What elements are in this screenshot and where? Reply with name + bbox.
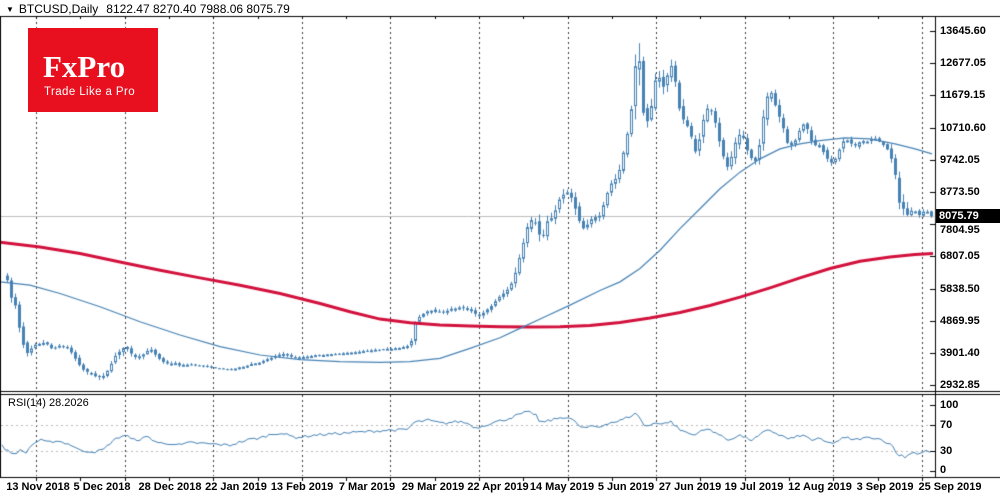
date-label: 5 Dec 2018 — [73, 481, 131, 493]
logo-tagline: Trade Like a Pro — [44, 86, 135, 98]
date-label: 28 Dec 2018 — [138, 481, 202, 493]
price-tick-label: 6807.05 — [940, 250, 980, 262]
rsi-scale-label: 30 — [940, 445, 953, 457]
rsi-scale-label: 100 — [940, 399, 959, 411]
logo-wordmark: FxPro — [43, 49, 126, 84]
date-label: 27 Jun 2019 — [658, 481, 722, 493]
date-label: 14 May 2019 — [529, 481, 595, 493]
price-tick-label: 9742.05 — [940, 154, 980, 166]
date-label: 7 Mar 2019 — [338, 481, 396, 493]
price-tick-label: 13645.60 — [940, 25, 986, 37]
symbol-period-label: BTCUSD,Daily — [18, 2, 99, 16]
fxpro-logo: FxPro Trade Like a Pro — [28, 28, 158, 112]
current-price-tag: 8075.79 — [936, 209, 1000, 223]
price-tick-label: 8773.50 — [940, 186, 980, 198]
date-label: 12 Aug 2019 — [788, 481, 852, 493]
ohlc-readout: 8122.47 8270.40 7988.06 8075.79 — [106, 2, 290, 16]
date-label: 22 Jan 2019 — [205, 481, 267, 493]
rsi-scale-label: 70 — [940, 419, 953, 431]
price-tick-label: 3901.40 — [940, 347, 980, 359]
price-tick-label: 12677.05 — [940, 57, 986, 69]
price-tick-label: 10710.60 — [940, 122, 986, 134]
rsi-indicator-label: RSI(14) 28.2026 — [8, 397, 89, 409]
date-label: 19 Jul 2019 — [724, 481, 784, 493]
date-label: 25 Sep 2019 — [918, 481, 982, 493]
date-label: 5 Jun 2019 — [597, 481, 655, 493]
price-tick-label: 2932.85 — [940, 379, 980, 391]
rsi-scale-label: 0 — [940, 464, 947, 476]
price-tick-label: 4869.95 — [940, 315, 980, 327]
date-label: 22 Apr 2019 — [467, 481, 529, 493]
date-label: 29 Mar 2019 — [401, 481, 465, 493]
date-label: 3 Sep 2019 — [856, 481, 914, 493]
date-label: 13 Feb 2019 — [270, 481, 334, 493]
price-tick-label: 11679.15 — [940, 89, 986, 101]
date-label: 13 Nov 2018 — [6, 481, 70, 493]
chevron-down-icon: ▼ — [6, 5, 14, 14]
price-tick-label: 5838.50 — [940, 283, 980, 295]
chart-title: ▼ BTCUSD,Daily 8122.47 8270.40 7988.06 807… — [6, 2, 290, 16]
price-tick-label: 7804.95 — [940, 224, 980, 236]
